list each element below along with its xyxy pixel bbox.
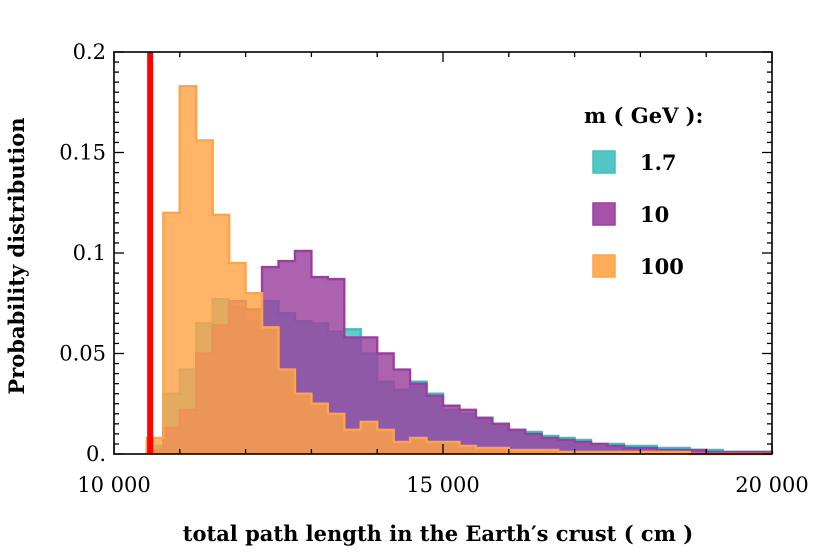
legend-label: 100 bbox=[640, 254, 684, 279]
legend-item: 100 bbox=[592, 254, 684, 279]
y-tick-label: 0.1 bbox=[73, 241, 106, 265]
y-tick-label: 0. bbox=[86, 442, 106, 466]
legend-swatch bbox=[592, 202, 616, 226]
y-tick-label: 0.05 bbox=[59, 342, 106, 366]
series-100 bbox=[145, 84, 772, 456]
legend-item: 10 bbox=[592, 202, 669, 227]
x-tick-label: 10 000 bbox=[77, 473, 150, 497]
series-outline bbox=[145, 84, 772, 456]
legend-swatch bbox=[592, 254, 616, 278]
legend-label: 10 bbox=[640, 202, 669, 227]
y-tick-label: 0.2 bbox=[73, 40, 106, 64]
series-area bbox=[146, 86, 772, 455]
x-tick-label: 20 000 bbox=[735, 473, 808, 497]
legend-item: 1.7 bbox=[592, 150, 677, 175]
y-axis-title: Probability distribution bbox=[4, 117, 29, 394]
x-tick-label: 15 000 bbox=[406, 473, 479, 497]
axis-ticks bbox=[113, 51, 773, 455]
histogram-bars bbox=[145, 84, 774, 456]
legend-swatch bbox=[592, 150, 616, 174]
legend-items: 1.7 10 100 bbox=[592, 150, 684, 279]
legend-label: 1.7 bbox=[640, 150, 677, 175]
legend-title: m ( GeV ): bbox=[584, 103, 703, 128]
x-tick-labels: 10 000 15 000 20 000 bbox=[77, 473, 808, 497]
y-tick-labels: 0. 0.05 0.1 0.15 0.2 bbox=[59, 40, 106, 466]
x-axis-title: total path length in the Earth′s crust (… bbox=[183, 521, 693, 546]
legend: m ( GeV ): 1.7 10 100 bbox=[584, 103, 703, 279]
y-tick-label: 0.15 bbox=[59, 141, 106, 165]
